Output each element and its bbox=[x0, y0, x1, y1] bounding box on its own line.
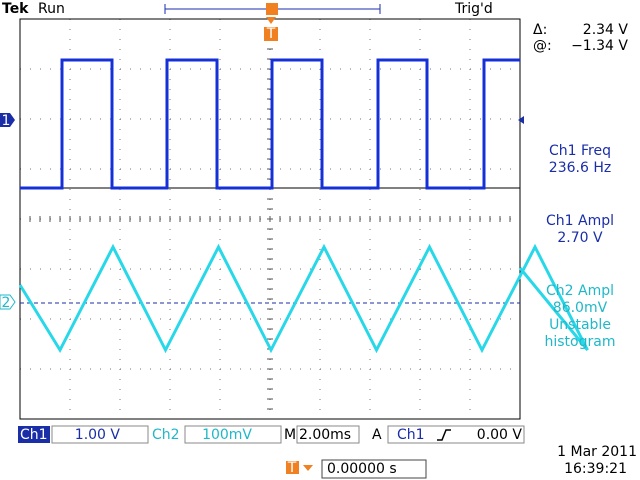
trigger-status: Trig'd bbox=[454, 1, 493, 17]
meas-value: 2.70 V bbox=[557, 230, 603, 246]
ch1-level-arrow bbox=[518, 116, 524, 124]
trigger-level: 0.00 V bbox=[477, 427, 523, 443]
date: 1 Mar 2011 bbox=[557, 444, 637, 460]
ch2-waveform bbox=[18, 243, 589, 354]
run-status: Run bbox=[38, 1, 65, 17]
rising-edge-icon bbox=[437, 429, 451, 441]
position-arrow bbox=[303, 465, 313, 471]
ch1-marker-label: 1 bbox=[2, 113, 11, 129]
ch2-scale: 100mV bbox=[202, 427, 252, 443]
trigger-mode: A bbox=[372, 427, 382, 443]
cursor-at: −1.34 V bbox=[571, 38, 628, 54]
meas-value: 236.6 Hz bbox=[549, 160, 611, 176]
ch1-waveform bbox=[20, 58, 520, 190]
cursor-delta-label: Δ: bbox=[533, 22, 547, 38]
trigger-source: Ch1 bbox=[397, 427, 425, 443]
position-box bbox=[321, 459, 427, 479]
meas-label: Ch1 Freq bbox=[549, 143, 611, 159]
timebase-prefix: M bbox=[284, 427, 296, 443]
trigger-box bbox=[387, 425, 525, 444]
horizontal-position: 0.00000 s bbox=[327, 461, 397, 477]
ch2-name: Ch2 bbox=[152, 427, 180, 443]
brand: Tek bbox=[2, 1, 29, 17]
timebase-box bbox=[296, 425, 360, 444]
trigger-arrow bbox=[266, 17, 276, 24]
cursor-at-label: @: bbox=[533, 38, 552, 54]
graticule bbox=[19, 18, 521, 420]
ch1-scale: 1.00 V bbox=[75, 427, 121, 443]
trigger-position-icon bbox=[266, 3, 278, 15]
meas-label: Ch2 Ampl bbox=[546, 283, 614, 299]
ch2-scale-box bbox=[184, 425, 282, 444]
ch1-marker bbox=[0, 113, 15, 127]
meas-value: 86.0mV bbox=[553, 300, 608, 316]
meas-label: Ch1 Ampl bbox=[546, 213, 614, 229]
position-icon-glyph: T bbox=[287, 460, 297, 476]
trigger-marker-glyph: T bbox=[266, 26, 276, 42]
position-icon bbox=[286, 461, 299, 474]
trigger-marker bbox=[264, 27, 278, 41]
time: 16:39:21 bbox=[564, 461, 627, 477]
ch2-marker-label: 2 bbox=[2, 295, 11, 311]
ch2-marker bbox=[0, 294, 16, 310]
ch1-name: Ch1 bbox=[20, 427, 48, 443]
meas-note: histogram bbox=[545, 334, 616, 350]
cursor-delta: 2.34 V bbox=[583, 22, 629, 38]
timebase: 2.00ms bbox=[299, 427, 351, 443]
ch1-scale-box bbox=[51, 425, 149, 444]
ch1-tag bbox=[18, 426, 50, 443]
meas-note: Unstable bbox=[549, 317, 611, 333]
